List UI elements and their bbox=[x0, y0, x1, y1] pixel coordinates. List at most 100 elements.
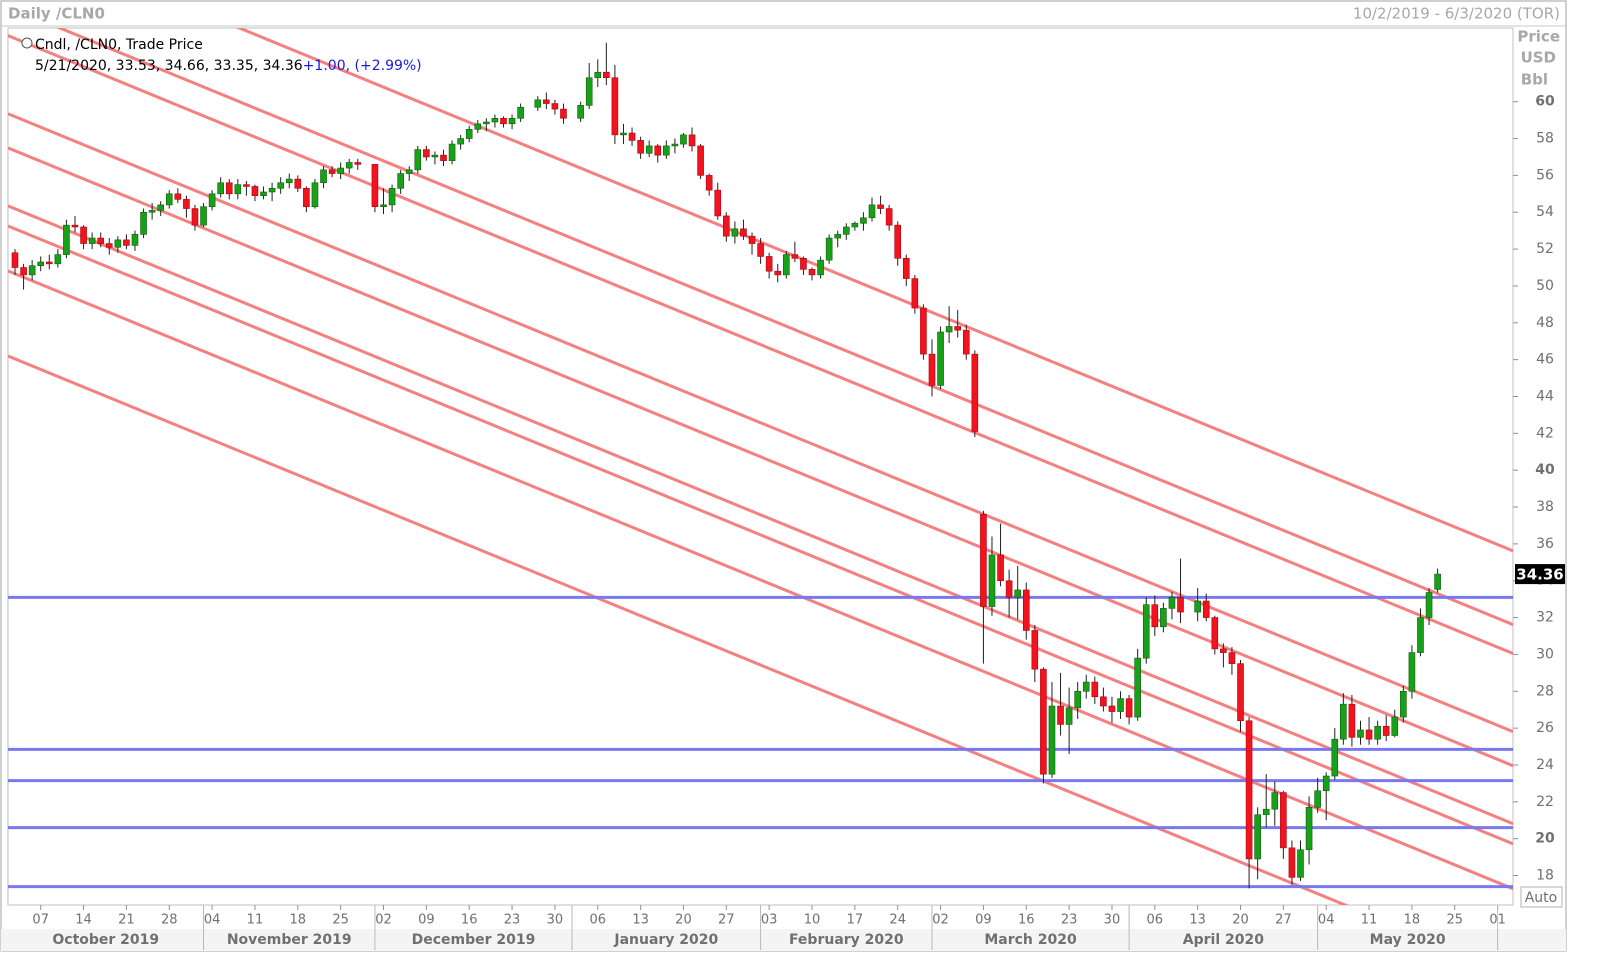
candle-body bbox=[1048, 705, 1056, 775]
candle-body bbox=[697, 145, 704, 176]
candle-body bbox=[868, 204, 876, 219]
candle-body bbox=[577, 105, 584, 119]
candle-body bbox=[448, 143, 456, 161]
candle-body bbox=[560, 108, 567, 119]
auto-button-label[interactable]: Auto bbox=[1525, 890, 1558, 906]
x-tick-label: 11 bbox=[247, 913, 264, 928]
candle-body bbox=[928, 353, 936, 386]
candle-body bbox=[1340, 703, 1347, 740]
y-tick-label: 40 bbox=[1535, 462, 1555, 478]
candle-body bbox=[1057, 705, 1064, 725]
candle-body bbox=[465, 129, 473, 139]
x-tick-label: 04 bbox=[1318, 913, 1335, 928]
candle-body bbox=[123, 239, 130, 246]
y-tick-label: 54 bbox=[1536, 204, 1554, 220]
candle-body bbox=[431, 154, 439, 158]
x-tick-label: 14 bbox=[75, 913, 92, 928]
y-tick-label: 30 bbox=[1536, 646, 1554, 662]
month-label: March 2020 bbox=[984, 932, 1077, 948]
candle-body bbox=[637, 140, 644, 154]
auto-button[interactable] bbox=[1520, 886, 1563, 908]
month-label: October 2019 bbox=[52, 932, 159, 948]
candle-body bbox=[1117, 698, 1124, 712]
candle-body bbox=[774, 270, 782, 276]
candle-body bbox=[234, 184, 242, 195]
month-label: November 2019 bbox=[227, 932, 352, 948]
candle-body bbox=[1280, 792, 1287, 849]
x-tick-label: 10 bbox=[804, 913, 821, 928]
candle-body bbox=[414, 149, 422, 171]
legend-icon bbox=[21, 37, 33, 49]
candle-body bbox=[508, 117, 516, 125]
candle-body bbox=[200, 206, 207, 226]
x-tick-label: 23 bbox=[1061, 913, 1078, 928]
candle-body bbox=[243, 184, 250, 187]
x-tick-label: 25 bbox=[1446, 913, 1463, 928]
y-tick-label: 42 bbox=[1536, 425, 1554, 441]
candle-body bbox=[765, 256, 773, 272]
legend-ohlc: 5/21/2020, 33.53, 34.66, 33.35, 34.36 bbox=[35, 58, 303, 74]
x-tick-label: 28 bbox=[161, 913, 178, 928]
x-tick-label: 21 bbox=[118, 913, 135, 928]
candle-body bbox=[645, 145, 653, 154]
x-tick-label: 18 bbox=[1404, 913, 1421, 928]
candle-body bbox=[260, 191, 267, 196]
candle-body bbox=[183, 199, 190, 209]
candle-body bbox=[800, 258, 807, 270]
candle-body bbox=[114, 239, 122, 248]
candle-body bbox=[491, 117, 499, 123]
candle-body bbox=[1151, 604, 1159, 628]
candle-body bbox=[894, 224, 902, 259]
candle-body bbox=[1245, 720, 1253, 860]
candle-body bbox=[748, 235, 756, 244]
candle-body bbox=[714, 189, 722, 217]
y-tick-label: 22 bbox=[1536, 794, 1554, 810]
x-tick-label: 23 bbox=[504, 913, 521, 928]
candle-body bbox=[954, 326, 962, 331]
y-tick-label: 56 bbox=[1536, 167, 1554, 183]
candle-body bbox=[345, 162, 353, 169]
chart-title: Daily /CLN0 bbox=[8, 5, 105, 23]
candle-body bbox=[483, 121, 490, 125]
candle-body bbox=[405, 169, 413, 174]
x-tick-label: 13 bbox=[1189, 913, 1206, 928]
candle-body bbox=[1100, 696, 1107, 707]
candle-body bbox=[551, 103, 559, 110]
candle-body bbox=[63, 224, 70, 255]
y-tick-label: 20 bbox=[1535, 831, 1555, 847]
x-tick-label: 20 bbox=[1232, 913, 1249, 928]
x-tick-label: 02 bbox=[375, 913, 392, 928]
candle-body bbox=[885, 208, 893, 226]
candle-body bbox=[603, 71, 610, 79]
month-label: December 2019 bbox=[412, 932, 536, 948]
candle-body bbox=[517, 106, 524, 119]
x-tick-label: 27 bbox=[718, 913, 735, 928]
x-tick-label: 06 bbox=[589, 913, 606, 928]
candle-body bbox=[1031, 630, 1039, 670]
x-tick-label: 20 bbox=[675, 913, 692, 928]
candle-body bbox=[911, 278, 919, 309]
y-axis-label: USD bbox=[1521, 49, 1556, 67]
candle-body bbox=[294, 178, 302, 189]
candle-body bbox=[311, 182, 319, 208]
candle-body bbox=[1082, 681, 1090, 692]
candle-body bbox=[688, 134, 696, 147]
x-tick-label: 03 bbox=[761, 913, 778, 928]
candle-body bbox=[740, 228, 747, 237]
candle-body bbox=[97, 237, 104, 244]
month-label: January 2020 bbox=[613, 932, 718, 948]
candle-body bbox=[251, 186, 259, 196]
candle-body bbox=[423, 149, 430, 158]
candle-body bbox=[45, 261, 53, 265]
date-range: 10/2/2019 - 6/3/2020 (TOR) bbox=[1353, 5, 1560, 23]
x-tick-label: 27 bbox=[1275, 913, 1292, 928]
legend-change: +1.00, bbox=[303, 58, 350, 74]
candle-body bbox=[328, 169, 336, 174]
month-band bbox=[1, 929, 1566, 951]
candle-body bbox=[71, 224, 79, 228]
candle-body bbox=[782, 254, 790, 276]
x-tick-label: 09 bbox=[975, 913, 992, 928]
trend-line bbox=[8, 34, 1513, 655]
candle-body bbox=[80, 226, 87, 244]
